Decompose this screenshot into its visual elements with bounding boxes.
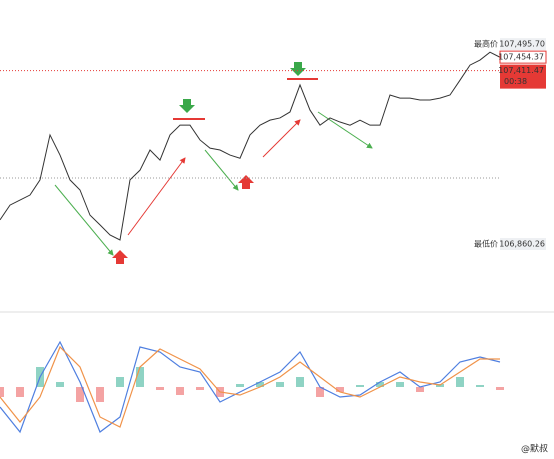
watermark: @默叔: [521, 443, 548, 455]
histogram-bar: [236, 384, 244, 387]
low-value: 106,860.26: [499, 239, 545, 248]
histogram-bar: [76, 387, 84, 402]
high-label: 最高价: [474, 39, 498, 49]
histogram-bar: [176, 387, 184, 395]
histogram-bar: [56, 382, 64, 387]
histogram-bar: [116, 377, 124, 387]
histogram-bar: [0, 387, 4, 397]
high-box: [500, 38, 546, 51]
macd-line: [0, 345, 500, 428]
last-box: [500, 64, 546, 89]
last-value: 107,411.47: [498, 66, 544, 75]
histogram-bar: [336, 387, 344, 392]
histogram-bar: [156, 387, 164, 390]
low-label: 最低价: [474, 238, 498, 248]
histogram-bar: [276, 382, 284, 387]
histogram-bar: [256, 382, 264, 387]
current-box: [499, 50, 547, 64]
countdown: 00:38: [504, 77, 527, 86]
histogram-bar: [356, 385, 364, 387]
histogram-bar: [96, 387, 104, 402]
histogram-bar: [476, 385, 484, 387]
low-box: [500, 237, 546, 250]
histogram-bar: [196, 387, 204, 390]
histogram-bar: [316, 387, 324, 397]
histogram-bar: [416, 387, 424, 392]
annotations: [54, 62, 373, 264]
current-value: 107,454.37: [498, 53, 544, 62]
histogram-bar: [16, 387, 24, 397]
histogram-bar: [396, 382, 404, 387]
histogram-bar: [136, 367, 144, 387]
histogram-bar: [496, 387, 504, 390]
histogram-bar: [296, 377, 304, 387]
price-line: [0, 51, 501, 241]
high-value: 107,495.70: [499, 40, 545, 49]
macd-line: [0, 340, 501, 434]
histogram-bar: [376, 382, 384, 387]
histogram-bar: [456, 377, 464, 387]
